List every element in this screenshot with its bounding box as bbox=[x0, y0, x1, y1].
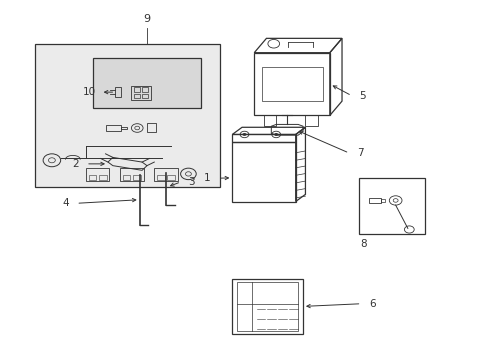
Bar bbox=[131, 86, 151, 100]
Bar bbox=[35, 44, 220, 187]
Text: 4: 4 bbox=[62, 198, 69, 208]
Bar bbox=[86, 168, 109, 181]
Bar bbox=[147, 123, 156, 132]
Bar bbox=[305, 116, 317, 126]
Bar bbox=[232, 142, 295, 202]
Text: 2: 2 bbox=[72, 159, 79, 169]
Bar bbox=[134, 87, 140, 92]
Bar bbox=[167, 175, 174, 180]
Bar bbox=[123, 175, 130, 180]
Bar bbox=[133, 175, 141, 180]
Bar bbox=[237, 282, 298, 330]
Bar bbox=[89, 175, 96, 180]
Circle shape bbox=[274, 133, 278, 136]
Text: 7: 7 bbox=[356, 148, 363, 158]
Text: 10: 10 bbox=[82, 87, 96, 97]
Text: 9: 9 bbox=[143, 14, 150, 24]
Bar bbox=[121, 127, 127, 130]
Text: 5: 5 bbox=[358, 91, 365, 101]
Bar bbox=[154, 168, 177, 181]
Bar bbox=[99, 175, 106, 180]
Text: 3: 3 bbox=[188, 177, 195, 187]
Bar bbox=[380, 199, 384, 202]
Bar bbox=[142, 87, 148, 92]
Bar bbox=[232, 134, 295, 142]
Text: 1: 1 bbox=[203, 173, 210, 183]
Bar bbox=[368, 198, 380, 203]
Bar bbox=[358, 178, 424, 234]
Text: 6: 6 bbox=[368, 299, 375, 309]
Bar bbox=[232, 279, 303, 334]
Bar bbox=[261, 67, 322, 101]
Bar bbox=[264, 116, 276, 126]
Bar bbox=[254, 53, 329, 116]
Circle shape bbox=[242, 133, 246, 136]
Bar bbox=[120, 168, 143, 181]
Bar bbox=[142, 94, 148, 98]
Bar bbox=[93, 58, 200, 108]
Bar bbox=[105, 125, 121, 131]
Text: 8: 8 bbox=[360, 239, 366, 249]
Bar bbox=[157, 175, 164, 180]
Bar bbox=[115, 87, 121, 97]
Bar bbox=[134, 94, 140, 98]
